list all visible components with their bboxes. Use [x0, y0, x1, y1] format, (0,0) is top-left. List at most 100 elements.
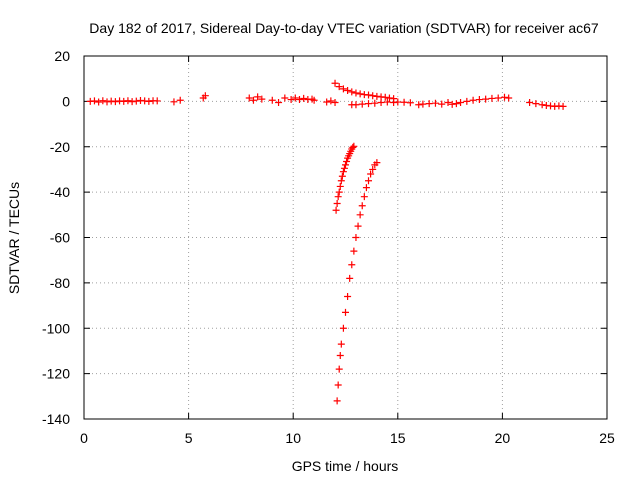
data-point [444, 99, 452, 107]
y-tick-label: -20 [50, 139, 70, 155]
data-point [338, 172, 346, 180]
data-point [335, 365, 343, 373]
data-point [339, 85, 347, 93]
data-point [344, 86, 352, 94]
y-tick-label: -60 [50, 230, 70, 246]
data-point [103, 98, 111, 106]
data-point [336, 182, 344, 190]
data-point [281, 94, 289, 102]
data-point [333, 199, 341, 207]
data-point [342, 308, 349, 316]
data-point [327, 97, 335, 105]
data-point [406, 99, 414, 107]
data-point [258, 95, 266, 103]
data-point [337, 177, 345, 185]
data-point [350, 142, 358, 150]
data-point [356, 90, 364, 98]
data-point [369, 92, 377, 100]
data-point [145, 97, 153, 105]
y-tick-label: -80 [50, 275, 70, 291]
data-point [295, 96, 303, 104]
data-point [335, 188, 343, 196]
series-2 [348, 93, 567, 110]
data-point [153, 97, 161, 105]
data-point [482, 95, 490, 103]
y-tick-label: -100 [42, 320, 70, 336]
data-point [344, 292, 352, 300]
series-4 [333, 159, 381, 405]
data-point [505, 94, 513, 102]
data-point [354, 222, 362, 230]
data-point [339, 168, 347, 176]
data-point [95, 98, 103, 106]
x-tick-label: 10 [285, 430, 301, 446]
data-point [287, 96, 295, 104]
data-point [349, 143, 357, 151]
data-point [335, 83, 343, 91]
data-point [300, 94, 308, 102]
data-point [425, 100, 433, 108]
data-point [500, 93, 508, 101]
data-point [358, 202, 366, 210]
data-point [538, 101, 546, 109]
series-0 [86, 92, 339, 107]
data-point [352, 89, 360, 97]
data-point [350, 247, 358, 255]
data-point [334, 193, 342, 201]
series-3 [332, 142, 358, 214]
data-point [99, 97, 107, 105]
x-axis-label: GPS time / hours [292, 458, 399, 474]
data-point [331, 79, 339, 87]
data-point [310, 96, 318, 104]
data-point [469, 96, 477, 104]
data-point [371, 99, 379, 107]
x-tick-label: 15 [390, 430, 406, 446]
grid-lines [84, 56, 607, 419]
series-1 [331, 79, 398, 103]
data-point [385, 94, 393, 102]
data-point [526, 99, 534, 107]
y-tick-label: 0 [62, 93, 70, 109]
data-point [291, 94, 299, 102]
data-point [394, 98, 402, 106]
x-tick-label: 25 [599, 430, 615, 446]
data-point [336, 351, 344, 359]
data-point [362, 184, 370, 192]
data-point [249, 96, 257, 104]
data-point [337, 340, 345, 348]
data-point [348, 88, 356, 96]
data-point [333, 397, 341, 405]
y-tick-label: -120 [42, 366, 70, 382]
data-point [346, 274, 354, 282]
x-tick-label: 20 [495, 430, 511, 446]
data-point [488, 94, 496, 102]
data-point [356, 211, 364, 219]
y-tick-label: -40 [50, 184, 70, 200]
x-tick-label: 5 [185, 430, 193, 446]
data-point [365, 91, 373, 99]
data-point [331, 99, 339, 107]
data-point [348, 261, 356, 269]
data-point [438, 100, 446, 108]
data-point [367, 170, 375, 178]
data-point [365, 100, 373, 108]
data-point [463, 97, 471, 105]
data-point [400, 98, 408, 106]
data-point [342, 161, 349, 169]
data-point [254, 93, 262, 101]
data-point [381, 93, 389, 101]
data-point [90, 97, 98, 105]
data-point [332, 206, 340, 214]
data-point [120, 97, 128, 105]
data-point [494, 94, 502, 102]
data-point [132, 97, 140, 105]
data-point [111, 98, 119, 106]
data-point [475, 96, 483, 104]
data-point [358, 100, 366, 108]
data-points [86, 79, 567, 405]
data-point [365, 177, 373, 185]
data-point [360, 193, 368, 201]
data-point [377, 99, 385, 107]
data-point [532, 100, 540, 108]
